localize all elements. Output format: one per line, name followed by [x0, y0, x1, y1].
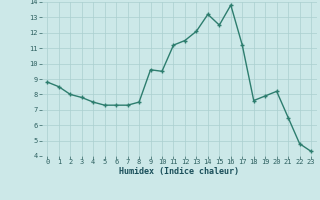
X-axis label: Humidex (Indice chaleur): Humidex (Indice chaleur) [119, 167, 239, 176]
